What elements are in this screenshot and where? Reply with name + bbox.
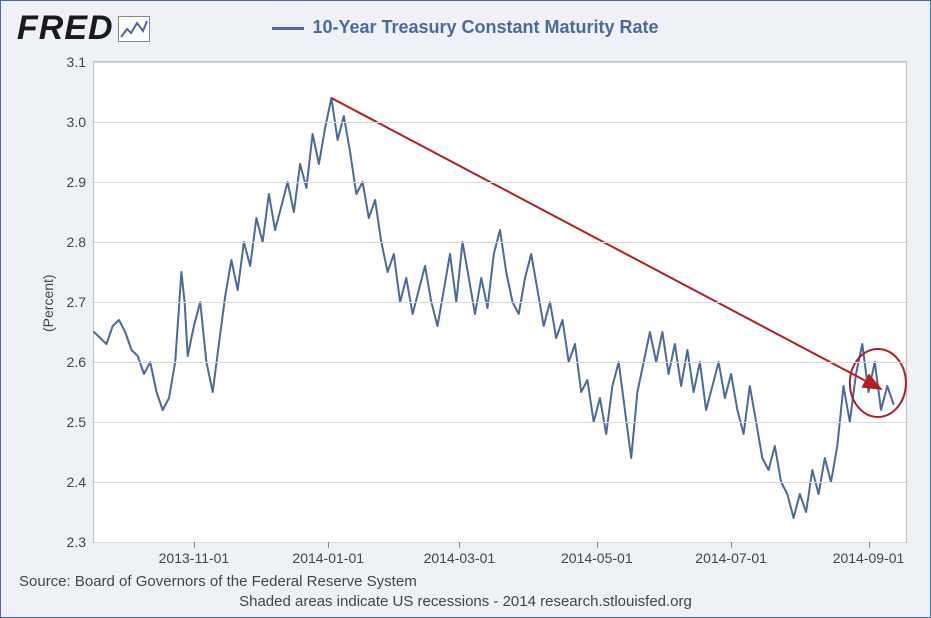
chart-frame: FRED 10-Year Treasury Constant Maturity … bbox=[0, 0, 931, 618]
xtick-mark bbox=[869, 542, 870, 548]
xtick-mark bbox=[597, 542, 598, 548]
gridline bbox=[94, 422, 906, 423]
ytick-label: 2.3 bbox=[67, 534, 86, 550]
xtick-label: 2014-09-01 bbox=[833, 550, 905, 566]
source-text: Source: Board of Governors of the Federa… bbox=[19, 573, 417, 590]
xtick-mark bbox=[194, 542, 195, 548]
gridline bbox=[94, 362, 906, 363]
ytick-label: 3.0 bbox=[67, 114, 86, 130]
ytick-label: 2.6 bbox=[67, 354, 86, 370]
gridline bbox=[94, 182, 906, 183]
ytick-label: 2.9 bbox=[67, 174, 86, 190]
xtick-label: 2014-01-01 bbox=[292, 550, 364, 566]
recession-note: Shaded areas indicate US recessions - 20… bbox=[1, 593, 930, 610]
ytick-label: 2.4 bbox=[67, 474, 86, 490]
ytick-label: 2.8 bbox=[67, 234, 86, 250]
gridline bbox=[94, 542, 906, 543]
series-line bbox=[94, 98, 894, 518]
ytick-label: 2.5 bbox=[67, 414, 86, 430]
legend-swatch bbox=[272, 27, 304, 30]
gridline bbox=[94, 302, 906, 303]
xtick-label: 2014-07-01 bbox=[695, 550, 767, 566]
gridline bbox=[94, 242, 906, 243]
ytick-label: 2.7 bbox=[67, 294, 86, 310]
legend: 10-Year Treasury Constant Maturity Rate bbox=[1, 17, 930, 38]
gridline bbox=[94, 122, 906, 123]
xtick-mark bbox=[459, 542, 460, 548]
gridline bbox=[94, 62, 906, 63]
trend-arrow bbox=[331, 98, 881, 389]
xtick-label: 2013-11-01 bbox=[159, 550, 230, 566]
plot-area: (Percent) 2.32.42.52.62.72.82.93.03.1201… bbox=[93, 61, 907, 543]
gridline bbox=[94, 482, 906, 483]
xtick-mark bbox=[328, 542, 329, 548]
xtick-label: 2014-05-01 bbox=[561, 550, 633, 566]
xtick-label: 2014-03-01 bbox=[424, 550, 496, 566]
y-axis-label: (Percent) bbox=[40, 274, 56, 332]
xtick-mark bbox=[731, 542, 732, 548]
ytick-label: 3.1 bbox=[67, 54, 86, 70]
series-title: 10-Year Treasury Constant Maturity Rate bbox=[312, 17, 658, 37]
